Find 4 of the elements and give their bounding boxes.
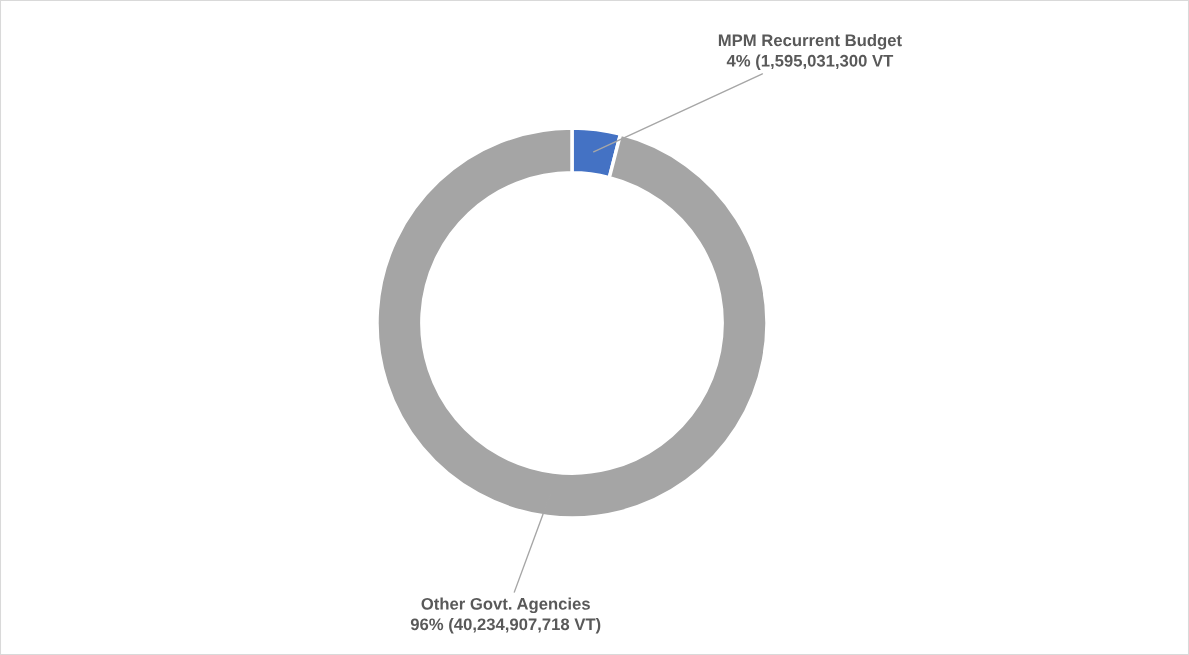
slice-label: MPM Recurrent Budget (718, 33, 902, 50)
data-label: 4% (1,595,031,300 VT (726, 54, 894, 70)
slice-label: Other Govt. Agencies (421, 597, 590, 614)
data-label: 96% (40,234,907,718 VT) (410, 617, 601, 634)
